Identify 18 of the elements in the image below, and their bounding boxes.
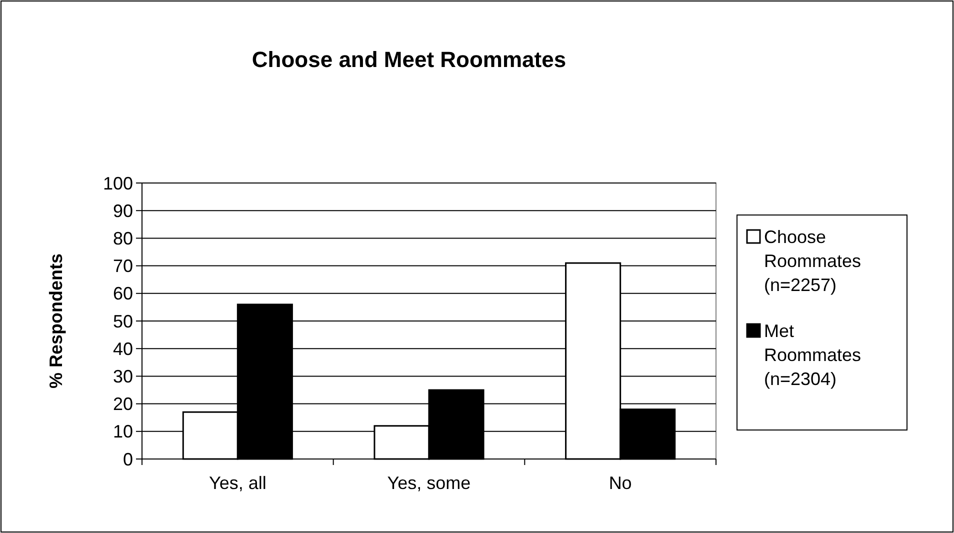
y-tick-label: 90 (112, 200, 133, 221)
y-tick-label: 100 (102, 173, 133, 194)
chart-title: Choose and Meet Roommates (252, 47, 566, 72)
y-axis-title: % Respondents (46, 253, 66, 389)
y-tick-label: 10 (112, 422, 133, 442)
y-tick-label: 70 (112, 256, 133, 276)
legend-label: Choose Roommates (n=2257) (764, 227, 862, 295)
y-tick-label: 40 (112, 338, 133, 359)
x-tick-label: Yes, all (208, 473, 266, 493)
y-tick-label: 60 (112, 284, 133, 304)
legend-label: Met Roommates (n=2304) (764, 321, 862, 389)
x-tick-label: Yes, some (387, 473, 471, 493)
y-tick-label: 30 (112, 366, 133, 386)
x-tick-label: No (608, 473, 632, 493)
y-tick-label: 80 (112, 228, 133, 248)
y-tick-label: 50 (112, 311, 133, 332)
y-tick-label: 20 (112, 394, 133, 414)
y-tick-label: 0 (122, 449, 133, 470)
